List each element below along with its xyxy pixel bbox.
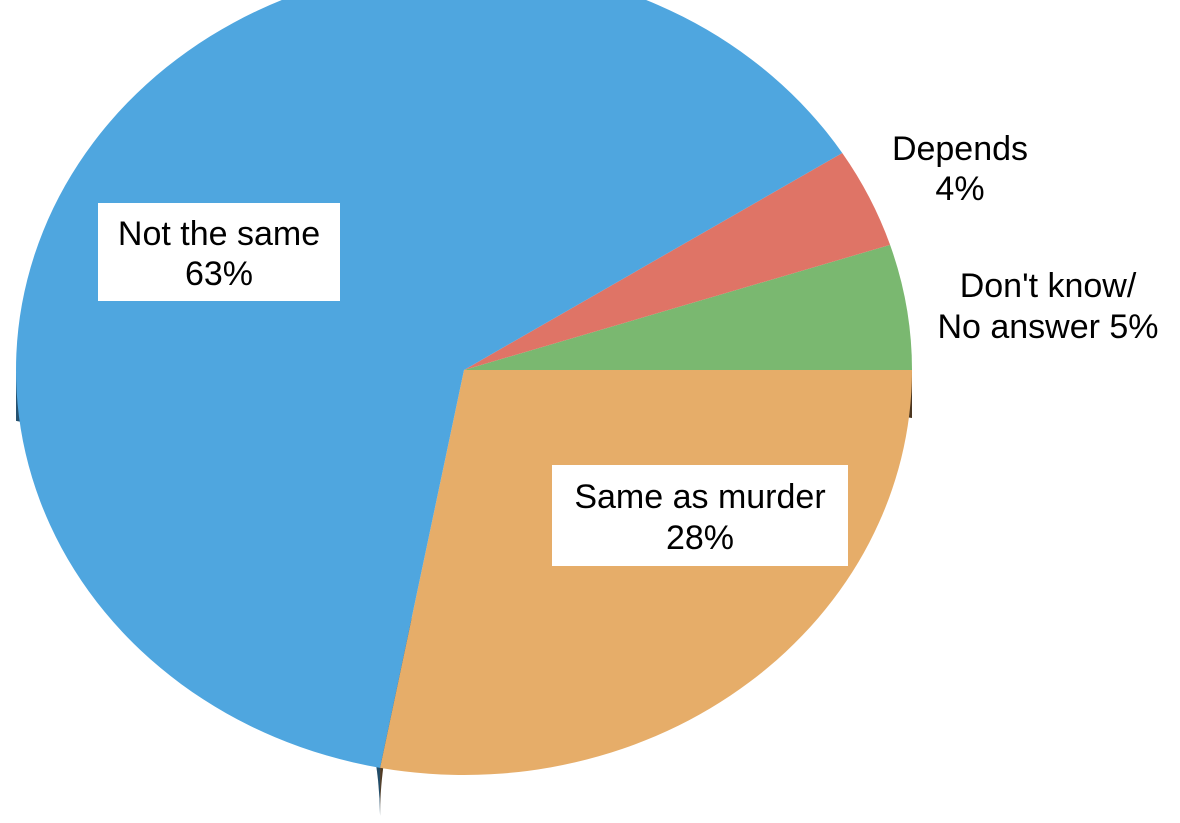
- pie-slice-depends: [464, 152, 891, 370]
- pie-slice-same-as-murder: [380, 370, 912, 776]
- label-dont-know-value: No answer 5%: [937, 308, 1158, 346]
- label-not-the-same-name: Not the same: [118, 215, 320, 253]
- pie-slice-not-the-same: [16, 0, 843, 768]
- label-box-not-the-same: [98, 203, 340, 301]
- slice-label-same-as-murder: Same as murder 28%: [552, 465, 848, 566]
- label-not-the-same-value: 63%: [185, 255, 253, 293]
- slice-label-not-the-same: Not the same 63%: [98, 203, 340, 301]
- label-box-same-as-murder: [552, 465, 848, 566]
- label-dont-know-name: Don't know/: [960, 267, 1137, 305]
- label-depends-name: Depends: [892, 130, 1028, 168]
- label-same-as-murder-name: Same as murder: [574, 478, 825, 516]
- slice-label-dont-know: Don't know/ No answer 5%: [937, 267, 1158, 346]
- slice-label-depends: Depends 4%: [892, 130, 1028, 208]
- label-depends-value: 4%: [935, 170, 984, 208]
- label-same-as-murder-value: 28%: [666, 519, 734, 557]
- pie-slice-dont-know: [464, 244, 912, 370]
- pie-top-layer: [16, 0, 912, 776]
